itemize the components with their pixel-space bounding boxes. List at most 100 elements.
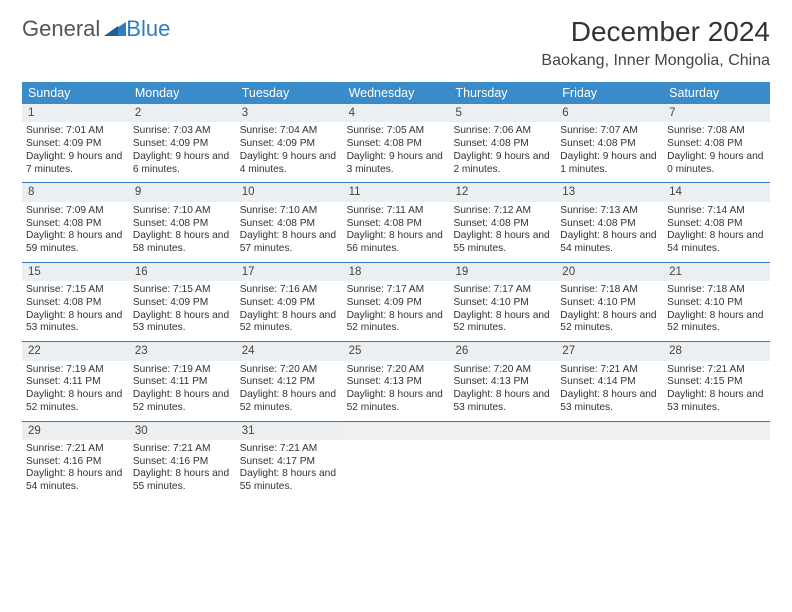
calendar-week: 8Sunrise: 7:09 AMSunset: 4:08 PMDaylight… <box>22 183 770 262</box>
sunset-line: Sunset: 4:08 PM <box>453 138 552 151</box>
day-number: 25 <box>343 342 450 360</box>
day-header: Sunday <box>22 82 129 104</box>
calendar-cell: 20Sunrise: 7:18 AMSunset: 4:10 PMDayligh… <box>556 263 663 341</box>
calendar-cell: 16 Sunrise: 7:15 AMSunset: 4:09 PMDayligh… <box>129 263 236 341</box>
sunrise-line: Sunrise: 7:21 AM <box>667 364 766 377</box>
sunset-line: Sunset: 4:08 PM <box>667 218 766 231</box>
calendar-cell: 3Sunrise: 7:04 AMSunset: 4:09 PMDaylight… <box>236 104 343 182</box>
calendar-cell: 1Sunrise: 7:01 AMSunset: 4:09 PMDaylight… <box>22 104 129 182</box>
day-number <box>556 422 663 440</box>
day-number: 21 <box>663 263 770 281</box>
daylight-line: Daylight: 8 hours and 52 minutes. <box>347 310 446 336</box>
day-number: 28 <box>663 342 770 360</box>
daylight-line: Daylight: 8 hours and 59 minutes. <box>26 230 125 256</box>
day-number: 20 <box>556 263 663 281</box>
daylight-line: Daylight: 8 hours and 55 minutes. <box>240 468 339 494</box>
daylight-line: Daylight: 8 hours and 55 minutes. <box>453 230 552 256</box>
day-number: 22 <box>22 342 129 360</box>
daylight-line: Daylight: 8 hours and 54 minutes. <box>667 230 766 256</box>
sunset-line: Sunset: 4:08 PM <box>26 218 125 231</box>
day-number: 6 <box>556 104 663 122</box>
daylight-line: Daylight: 8 hours and 54 minutes. <box>26 468 125 494</box>
sunrise-line: Sunrise: 7:11 AM <box>347 205 446 218</box>
day-number: 10 <box>236 183 343 201</box>
daylight-line: Daylight: 9 hours and 6 minutes. <box>133 151 232 177</box>
sunrise-line: Sunrise: 7:06 AM <box>453 125 552 138</box>
daylight-line: Daylight: 8 hours and 52 minutes. <box>133 389 232 415</box>
daylight-line: Daylight: 9 hours and 0 minutes. <box>667 151 766 177</box>
calendar-cell: 7Sunrise: 7:08 AMSunset: 4:08 PMDaylight… <box>663 104 770 182</box>
sunset-line: Sunset: 4:13 PM <box>347 376 446 389</box>
day-number: 13 <box>556 183 663 201</box>
sunrise-line: Sunrise: 7:10 AM <box>240 205 339 218</box>
calendar-week: 22Sunrise: 7:19 AMSunset: 4:11 PMDayligh… <box>22 342 770 421</box>
day-header: Tuesday <box>236 82 343 104</box>
sunrise-line: Sunrise: 7:09 AM <box>26 205 125 218</box>
daylight-line: Daylight: 8 hours and 52 minutes. <box>240 389 339 415</box>
day-number: 7 <box>663 104 770 122</box>
sunset-line: Sunset: 4:16 PM <box>133 456 232 469</box>
calendar-cell: 19Sunrise: 7:17 AMSunset: 4:10 PMDayligh… <box>449 263 556 341</box>
calendar-cell: 17Sunrise: 7:16 AMSunset: 4:09 PMDayligh… <box>236 263 343 341</box>
sunrise-line: Sunrise: 7:18 AM <box>560 284 659 297</box>
sunset-line: Sunset: 4:08 PM <box>26 297 125 310</box>
calendar-cell: 18Sunrise: 7:17 AMSunset: 4:09 PMDayligh… <box>343 263 450 341</box>
day-number: 31 <box>236 422 343 440</box>
sunrise-line: Sunrise: 7:04 AM <box>240 125 339 138</box>
calendar-cell: 21Sunrise: 7:18 AMSunset: 4:10 PMDayligh… <box>663 263 770 341</box>
day-number: 9 <box>129 183 236 201</box>
sunrise-line: Sunrise: 7:16 AM <box>240 284 339 297</box>
calendar-cell: 15Sunrise: 7:15 AMSunset: 4:08 PMDayligh… <box>22 263 129 341</box>
daylight-line: Daylight: 8 hours and 54 minutes. <box>560 230 659 256</box>
calendar-week: 15Sunrise: 7:15 AMSunset: 4:08 PMDayligh… <box>22 263 770 342</box>
day-number: 3 <box>236 104 343 122</box>
day-number: 5 <box>449 104 556 122</box>
daylight-line: Daylight: 8 hours and 57 minutes. <box>240 230 339 256</box>
sunrise-line: Sunrise: 7:13 AM <box>560 205 659 218</box>
calendar-cell: 14Sunrise: 7:14 AMSunset: 4:08 PMDayligh… <box>663 183 770 261</box>
calendar: SundayMondayTuesdayWednesdayThursdayFrid… <box>22 82 770 500</box>
sunrise-line: Sunrise: 7:15 AM <box>133 284 232 297</box>
sunrise-line: Sunrise: 7:15 AM <box>26 284 125 297</box>
daylight-line: Daylight: 8 hours and 55 minutes. <box>133 468 232 494</box>
daylight-line: Daylight: 8 hours and 52 minutes. <box>347 389 446 415</box>
daylight-line: Daylight: 8 hours and 53 minutes. <box>560 389 659 415</box>
sunset-line: Sunset: 4:12 PM <box>240 376 339 389</box>
calendar-cell-empty <box>556 422 663 500</box>
calendar-week: 1Sunrise: 7:01 AMSunset: 4:09 PMDaylight… <box>22 104 770 183</box>
sunrise-line: Sunrise: 7:01 AM <box>26 125 125 138</box>
sunrise-line: Sunrise: 7:19 AM <box>26 364 125 377</box>
daylight-line: Daylight: 8 hours and 52 minutes. <box>667 310 766 336</box>
sunset-line: Sunset: 4:09 PM <box>133 138 232 151</box>
day-number: 23 <box>129 342 236 360</box>
daylight-line: Daylight: 8 hours and 53 minutes. <box>133 310 232 336</box>
sunset-line: Sunset: 4:11 PM <box>26 376 125 389</box>
day-number: 12 <box>449 183 556 201</box>
sunset-line: Sunset: 4:09 PM <box>240 297 339 310</box>
sunrise-line: Sunrise: 7:21 AM <box>26 443 125 456</box>
sunrise-line: Sunrise: 7:08 AM <box>667 125 766 138</box>
day-number <box>343 422 450 440</box>
day-number: 2 <box>129 104 236 122</box>
sunrise-line: Sunrise: 7:20 AM <box>240 364 339 377</box>
day-number: 16 <box>129 263 236 281</box>
daylight-line: Daylight: 8 hours and 52 minutes. <box>26 389 125 415</box>
logo-text-2: Blue <box>126 16 170 42</box>
calendar-cell: 8Sunrise: 7:09 AMSunset: 4:08 PMDaylight… <box>22 183 129 261</box>
sunset-line: Sunset: 4:09 PM <box>133 297 232 310</box>
calendar-week: 29Sunrise: 7:21 AMSunset: 4:16 PMDayligh… <box>22 422 770 500</box>
calendar-cell: 13Sunrise: 7:13 AMSunset: 4:08 PMDayligh… <box>556 183 663 261</box>
day-number <box>449 422 556 440</box>
sunrise-line: Sunrise: 7:21 AM <box>560 364 659 377</box>
day-number: 29 <box>22 422 129 440</box>
calendar-cell: 25Sunrise: 7:20 AMSunset: 4:13 PMDayligh… <box>343 342 450 420</box>
day-number: 15 <box>22 263 129 281</box>
day-number <box>663 422 770 440</box>
day-header: Friday <box>556 82 663 104</box>
sunset-line: Sunset: 4:16 PM <box>26 456 125 469</box>
sunrise-line: Sunrise: 7:03 AM <box>133 125 232 138</box>
calendar-cell: 22 Sunrise: 7:19 AMSunset: 4:11 PMDayligh… <box>22 342 129 420</box>
header: General Blue December 2024 Baokang, Inne… <box>22 16 770 70</box>
sunset-line: Sunset: 4:15 PM <box>667 376 766 389</box>
day-number: 18 <box>343 263 450 281</box>
